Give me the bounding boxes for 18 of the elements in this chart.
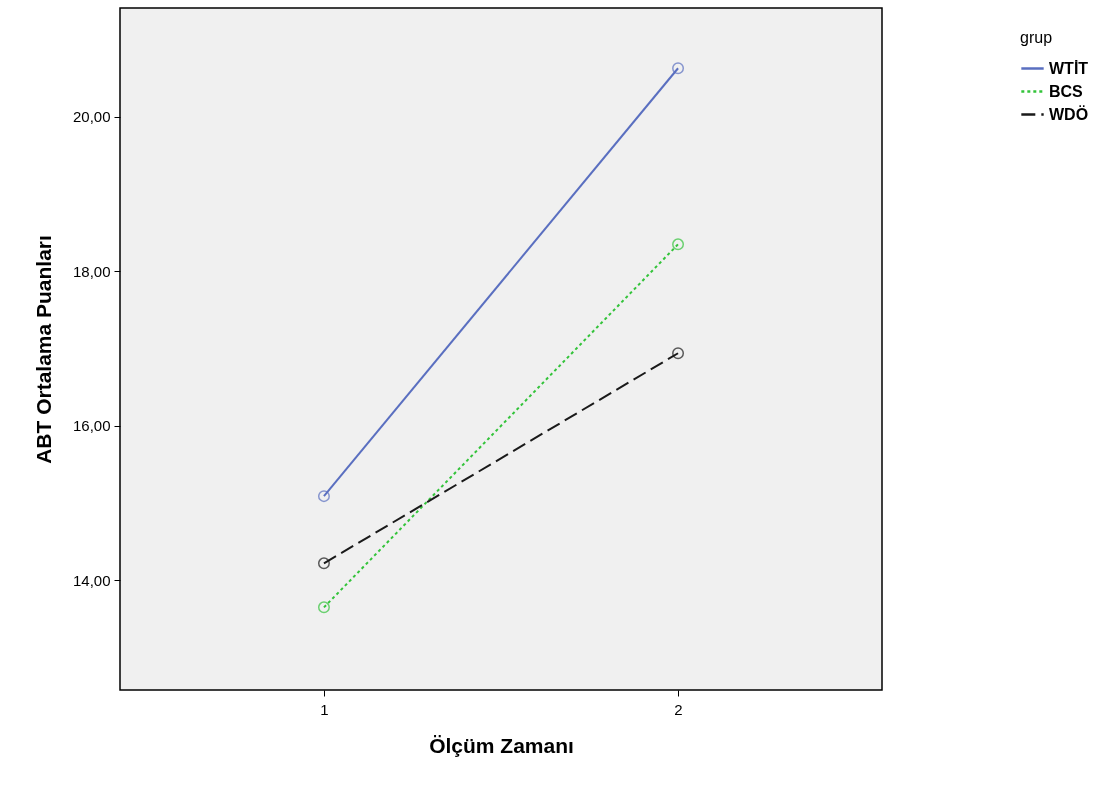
legend-label: WDÖ (1049, 104, 1089, 123)
point (672, 347, 685, 360)
point (317, 557, 330, 570)
x-tick-label: 2 (674, 700, 683, 718)
y-tick-label: 20,00 (72, 108, 111, 126)
legend-label: WTİT (1049, 59, 1089, 77)
x-tick-label: 1 (320, 700, 329, 718)
point (317, 490, 330, 503)
y-tick-label: 18,00 (72, 262, 111, 280)
point (672, 238, 685, 251)
y-tick-label: 16,00 (72, 417, 111, 435)
legend-title: grup (1020, 29, 1053, 46)
point (672, 62, 685, 75)
y-axis-title: ABT Ortalama Puanları (31, 235, 55, 464)
y-tick-label: 14,00 (72, 571, 111, 589)
legend-label: BCS (1049, 82, 1084, 100)
point (317, 601, 330, 614)
x-axis-title: Ölçüm Zamanı (429, 733, 574, 757)
